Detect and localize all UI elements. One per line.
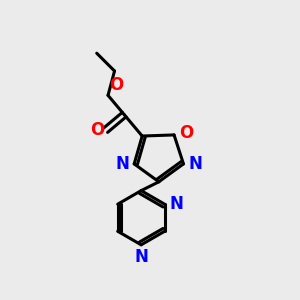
- Text: O: O: [110, 76, 124, 94]
- Text: N: N: [189, 155, 203, 173]
- Text: N: N: [134, 248, 148, 266]
- Text: N: N: [170, 195, 184, 213]
- Text: O: O: [90, 121, 104, 139]
- Text: N: N: [115, 155, 129, 173]
- Text: O: O: [179, 124, 194, 142]
